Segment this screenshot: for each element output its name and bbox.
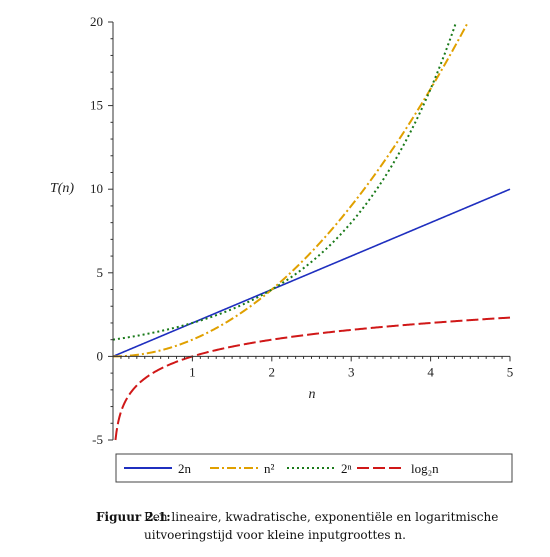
y-tick-label: -5 [92,432,103,447]
legend-label-2: n² [264,461,275,476]
y-tick-label: 10 [90,181,103,196]
y-ticks: -5 0 5 10 15 20 [90,14,113,447]
legend-label-4: log₂n [411,461,439,476]
chart: 1 2 3 4 5 -5 0 5 10 15 20 n T(n) 2n n² 2ⁿ log₂n [50,14,514,483]
legend: 2n n² 2ⁿ log₂n [115,453,513,483]
y-tick-label: 5 [97,265,104,280]
series-line-3 [112,23,457,341]
caption-text: Een lineaire, kwadratische, exponentiële… [144,510,499,542]
x-tick-label: 2 [269,364,276,379]
x-tick-label: 1 [189,364,196,379]
x-tick-label: 3 [348,364,355,379]
figure-caption: Figuur 2.1: Een lineaire, kwadratische, … [96,508,536,544]
caption-label: Figuur 2.1: [96,510,171,524]
legend-label-3: 2ⁿ [341,461,352,476]
x-ticks: 1 2 3 4 5 [112,356,514,379]
y-tick-label: 15 [90,98,103,113]
x-tick-label: 5 [507,364,514,379]
series-line-1 [112,188,511,358]
series-line-2 [113,22,469,358]
plot-area [112,22,511,441]
x-tick-label: 4 [427,364,434,379]
y-tick-label: 20 [90,14,103,29]
axes [112,22,510,440]
y-tick-label: 0 [97,348,104,363]
y-axis-label: T(n) [50,181,74,196]
series-line-4 [114,316,511,441]
x-axis-label: n [309,387,316,402]
legend-label-1: 2n [178,461,192,476]
